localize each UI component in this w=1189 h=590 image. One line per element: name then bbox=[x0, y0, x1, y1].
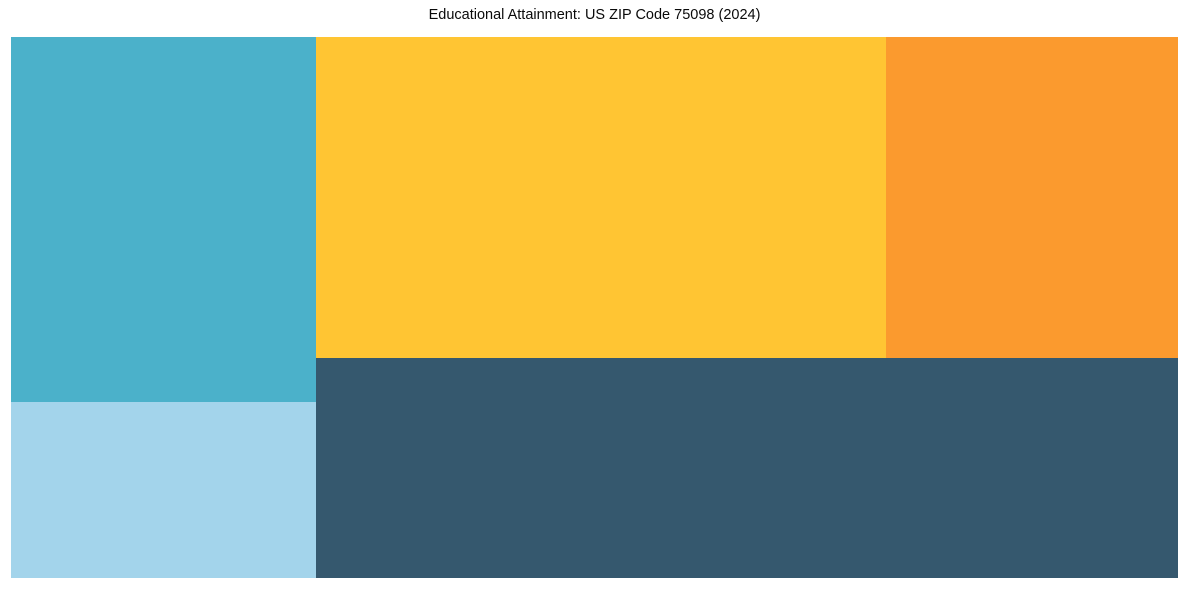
tile-associate-degree[interactable] bbox=[885, 37, 1178, 358]
tile-some-college-no-degree[interactable] bbox=[315, 37, 886, 358]
treemap-plot-area bbox=[11, 37, 1178, 578]
tile-graduate-or-professional-degree[interactable] bbox=[11, 401, 316, 578]
tile-bachelors-degree[interactable] bbox=[11, 37, 316, 402]
page-title: Educational Attainment: US ZIP Code 7509… bbox=[428, 7, 761, 23]
tile-high-school-graduate[interactable] bbox=[315, 357, 1178, 578]
